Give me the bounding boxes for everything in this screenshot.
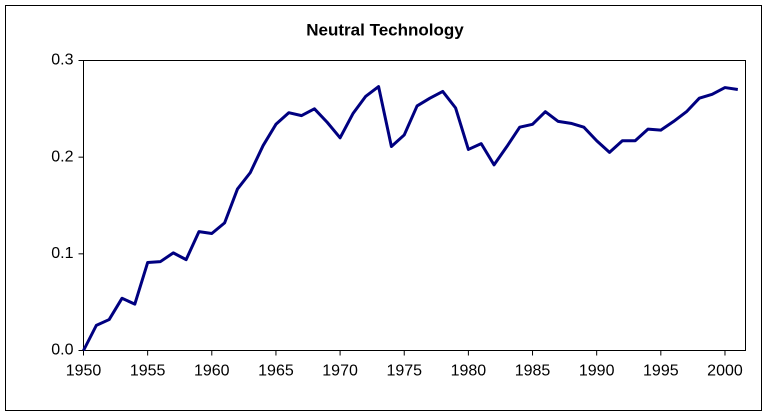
x-tick-label: 1990 xyxy=(579,363,615,380)
x-tick-label: 2000 xyxy=(707,363,743,380)
chart-border xyxy=(5,5,762,411)
chart-title: Neutral Technology xyxy=(306,20,464,39)
y-tick-label: 0.2 xyxy=(51,148,73,165)
plot-area xyxy=(83,60,746,351)
x-tick-label: 1980 xyxy=(451,363,487,380)
y-tick-label: 0.1 xyxy=(51,245,73,262)
y-tick-label: 0.3 xyxy=(51,52,73,69)
x-tick-label: 1985 xyxy=(515,363,551,380)
x-tick-label: 1955 xyxy=(130,363,166,380)
x-tick-label: 1965 xyxy=(258,363,294,380)
y-tick-label: 0.0 xyxy=(51,342,73,359)
x-tick-label: 1960 xyxy=(194,363,230,380)
x-tick-label: 1950 xyxy=(66,363,102,380)
x-tick-label: 1995 xyxy=(643,363,679,380)
x-tick-label: 1975 xyxy=(386,363,422,380)
x-tick-label: 1970 xyxy=(322,363,358,380)
data-line xyxy=(82,85,739,352)
